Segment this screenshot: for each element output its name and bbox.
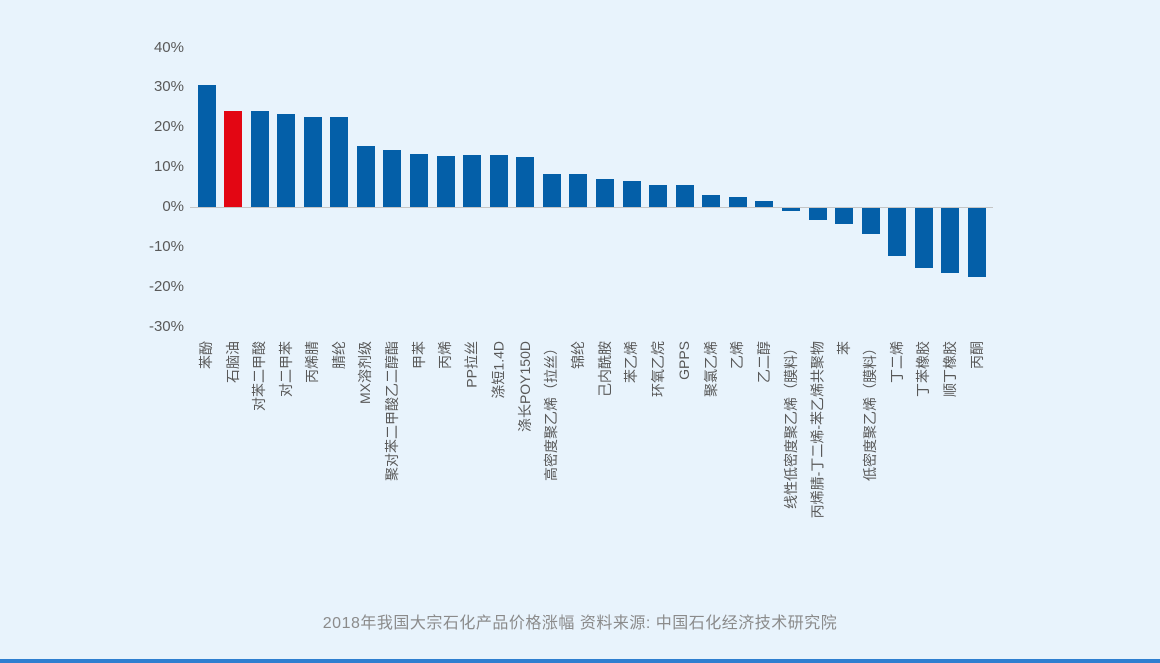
bar-series [197,84,216,207]
bar-series [861,208,880,235]
x-axis-category-label-text: 顺丁橡胶 [941,341,958,397]
bar-series [463,155,482,207]
bar-series [516,157,535,207]
bar-series [888,208,907,257]
y-axis-tick-label: 30% [153,78,184,96]
x-axis-category-label-text: 甲苯 [410,341,427,369]
bar-series [941,208,960,273]
chart-title: 2018年我国大宗石化产品价格涨幅 资料来源: 中国石化经济技术研究院 [322,615,838,632]
x-axis-category-label-text: 低密度聚乙烯（膜料） [862,341,879,481]
bar-series [702,194,721,207]
bar-series [356,146,375,207]
x-axis-category-label-text: 苯酚 [198,341,214,369]
x-axis-category-label-text: 苯 [835,341,852,355]
bar-highlighted [224,110,243,207]
x-axis-category-label-text: 锦纶 [569,341,586,369]
x-axis-category-label-text: 丁苯橡胶 [915,341,932,397]
bar-series [649,185,668,207]
bar-series [542,174,561,207]
bar-series [330,117,349,207]
x-axis-category-label-text: 对二甲苯 [277,341,294,397]
x-axis-category-label-text: 涤短1.4D [490,341,507,399]
bar-series [303,117,322,207]
bottom-accent-strip [0,659,1160,663]
x-axis-category-label-text: 高密度聚乙烯（拉丝） [543,341,560,481]
x-axis-category-label-text: 丙烯腈 [304,341,321,383]
x-axis-category-label-text: PP拉丝 [463,341,480,388]
x-axis-category-label-text: 己内酰胺 [596,341,613,397]
bar-series [622,181,641,207]
x-axis-category-label-text: 乙烯 [729,341,746,369]
bar-series [596,179,615,207]
bar-series [410,153,429,207]
x-axis-category-label-text: GPPS [676,341,693,380]
bar-series [728,197,747,207]
bar-series [489,155,508,207]
x-axis-category-label-text: 丙烯腈-丁二烯-苯乙烯共聚物 [809,341,826,519]
y-axis-tick-label: -10% [148,237,184,255]
x-axis-category-label-text: 苯乙烯 [623,341,640,383]
bar-series [277,114,296,207]
bar-series [569,173,588,207]
x-axis-category-label-text: 涤长POY150D [516,341,533,433]
bar-series [250,110,269,207]
x-axis-category-label-text: 丁二烯 [888,341,905,383]
bar-series [835,208,854,224]
bar-series [675,184,694,207]
bar-series [383,150,402,207]
y-axis-tick-label: -20% [148,277,184,295]
y-axis-tick-label: 40% [153,38,184,56]
x-axis-category-label-text: 线性低密度聚乙烯（膜料） [782,341,799,509]
x-axis-category-label-text: 丙酮 [968,341,985,369]
bar-series [808,208,827,221]
x-axis-category-label-text: 腈纶 [330,341,347,369]
x-axis-category-label-text: 石脑油 [224,341,241,383]
x-axis-line [190,207,993,208]
x-axis-category-label-text: 乙二醇 [755,341,772,383]
x-axis-category-label-text: 对苯二甲酸 [251,341,268,411]
x-axis-category-label-text: 聚氯乙烯 [702,341,719,397]
y-axis-tick-label: 10% [153,158,184,176]
bar-series [782,208,801,211]
bar-series [914,208,933,269]
y-axis-tick-label: 0% [162,198,184,215]
bar-series [436,155,455,207]
x-axis-category-label-text: 聚对苯二甲酸乙二醇酯 [383,341,400,481]
x-axis-category-label-text: 环氧乙烷 [649,341,666,397]
y-axis-tick-label: -30% [148,317,184,335]
bar-series [968,208,987,277]
x-axis-category-label-text: 丙烯 [437,341,454,369]
bar-series [755,201,774,207]
x-axis-category-label-text: MX溶剂级 [357,341,374,404]
y-axis-tick-label: 20% [153,118,184,136]
